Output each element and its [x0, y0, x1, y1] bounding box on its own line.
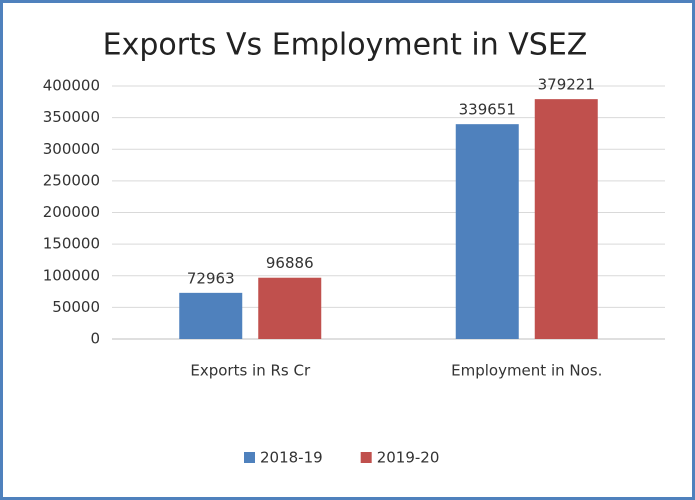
y-tick-label: 200000 [43, 203, 100, 221]
legend-label: 2019-20 [377, 449, 440, 467]
legend-swatch [360, 452, 372, 463]
legend-swatch [244, 452, 255, 463]
data-label: 379221 [538, 76, 595, 94]
y-tick-label: 150000 [43, 235, 100, 253]
y-tick-label: 100000 [43, 266, 100, 284]
x-tick-label: Employment in Nos. [451, 362, 602, 380]
y-tick-label: 250000 [43, 171, 100, 189]
bar [179, 292, 243, 339]
bar [534, 99, 598, 339]
data-label: 339651 [459, 101, 516, 119]
data-label: 96886 [266, 254, 314, 272]
legend-label: 2018-19 [260, 449, 323, 467]
y-tick-label: 400000 [43, 77, 100, 95]
bar [258, 277, 322, 339]
y-tick-label: 300000 [43, 140, 100, 158]
y-tick-label: 0 [90, 330, 100, 348]
x-tick-label: Exports in Rs Cr [190, 362, 311, 380]
y-tick-label: 50000 [52, 298, 100, 316]
bar [455, 124, 519, 339]
chart-title: Exports Vs Employment in VSEZ [103, 28, 588, 63]
data-label: 72963 [187, 269, 235, 287]
y-tick-label: 350000 [43, 108, 100, 126]
